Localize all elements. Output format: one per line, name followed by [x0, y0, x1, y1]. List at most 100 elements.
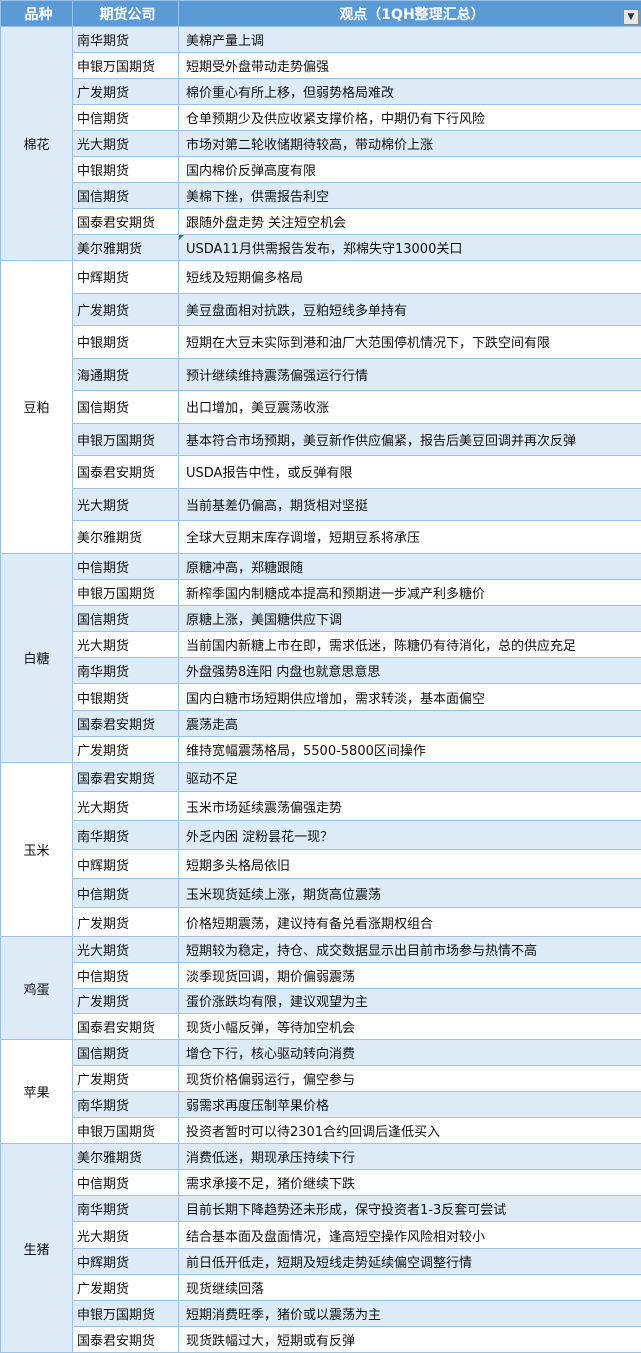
view-cell[interactable]: 美豆盘面相对抗跌，豆粕短线多单持有: [178, 292, 641, 326]
company-cell[interactable]: 中银期货: [72, 156, 179, 183]
view-cell[interactable]: 全球大豆期末库存调增，短期豆系将承压: [178, 520, 641, 554]
view-cell[interactable]: 当前基差仍偏高，期货相对坚挺: [178, 487, 641, 521]
view-cell[interactable]: 前日低开低走，短期及短线走势延续偏空调整行情: [178, 1247, 641, 1275]
view-cell[interactable]: 新榨季国内制糖成本提高和预期进一步减产利多糖价: [178, 578, 641, 606]
view-cell[interactable]: 现货跌幅过大，短期或有反弹: [178, 1325, 641, 1353]
company-cell[interactable]: 光大期货: [72, 130, 179, 157]
view-cell[interactable]: 短线及短期偏多格局: [178, 260, 641, 294]
view-cell[interactable]: 现货继续回落: [178, 1273, 641, 1301]
company-cell[interactable]: 光大期货: [72, 1221, 179, 1249]
view-cell[interactable]: 预计继续维持震荡偏强运行行情: [178, 357, 641, 391]
company-cell[interactable]: 海通期货: [72, 357, 179, 391]
view-cell[interactable]: 投资者暂时可以待2301合约回调后逢低买入: [178, 1117, 641, 1145]
view-cell[interactable]: 短期多头格局依旧: [178, 849, 641, 879]
view-cell[interactable]: 棉价重心有所上移，但弱势格局难改: [178, 78, 641, 105]
variety-cell[interactable]: 棉花: [0, 26, 73, 261]
company-cell[interactable]: 美尔雅期货: [72, 1143, 179, 1171]
view-cell[interactable]: 短期受外盘带动走势偏强: [178, 52, 641, 79]
company-cell[interactable]: 中信期货: [72, 104, 179, 131]
view-cell[interactable]: 国内棉价反弹高度有限: [178, 156, 641, 183]
view-cell[interactable]: 蛋价涨跌均有限，建议观望为主: [178, 987, 641, 1015]
company-cell[interactable]: 申银万国期货: [72, 1117, 179, 1145]
view-cell[interactable]: 维持宽幅震荡格局，5500-5800区间操作: [178, 735, 641, 764]
view-cell[interactable]: 价格短期震荡，建议持有备兑看涨期权组合: [178, 907, 641, 937]
filter-icon[interactable]: ▼: [623, 9, 639, 25]
company-cell[interactable]: 广发期货: [72, 1273, 179, 1301]
company-cell[interactable]: 中信期货: [72, 878, 179, 908]
view-cell[interactable]: 消费低迷，期现承压持续下行: [178, 1143, 641, 1171]
view-cell[interactable]: 弱需求再度压制苹果价格: [178, 1091, 641, 1119]
company-cell[interactable]: 美尔雅期货: [72, 520, 179, 554]
company-cell[interactable]: 光大期货: [72, 791, 179, 821]
view-cell[interactable]: 原糖冲高，郑糖跟随: [178, 552, 641, 580]
company-cell[interactable]: 申银万国期货: [72, 1299, 179, 1327]
view-cell[interactable]: 原糖上涨，美国糖供应下调: [178, 604, 641, 633]
view-cell[interactable]: 震荡走高: [178, 709, 641, 737]
company-cell[interactable]: 国泰君安期货: [72, 1325, 179, 1353]
view-cell[interactable]: 出口增加，美豆震荡收涨: [178, 390, 641, 424]
view-cell[interactable]: 增仓下行，核心驱动转向消费: [178, 1039, 641, 1067]
company-cell[interactable]: 美尔雅期货: [72, 234, 179, 261]
view-cell[interactable]: 玉米现货延续上涨，期货高位震荡: [178, 878, 641, 908]
variety-cell[interactable]: 生猪: [0, 1143, 73, 1353]
company-cell[interactable]: 南华期货: [72, 1091, 179, 1119]
company-cell[interactable]: 国泰君安期货: [72, 208, 179, 235]
view-cell[interactable]: 外盘强势8连阳 内盘也就意思意思: [178, 657, 641, 685]
company-cell[interactable]: 国泰君安期货: [72, 709, 179, 737]
view-cell[interactable]: 短期消费旺季，猪价或以震荡为主: [178, 1299, 641, 1327]
company-cell[interactable]: 广发期货: [72, 292, 179, 326]
company-cell[interactable]: 广发期货: [72, 78, 179, 105]
company-cell[interactable]: 国泰君安期货: [72, 762, 179, 792]
view-cell[interactable]: 外乏内困 淀粉昙花一现？: [178, 820, 641, 850]
company-cell[interactable]: 国信期货: [72, 604, 179, 633]
header-view[interactable]: 观点（1QH整理汇总） ▼: [178, 0, 641, 27]
view-cell[interactable]: 短期在大豆未实际到港和油厂大范围停机情况下，下跌空间有限: [178, 325, 641, 359]
view-cell[interactable]: 需求承接不足，猪价继续下跌: [178, 1169, 641, 1197]
company-cell[interactable]: 中银期货: [72, 683, 179, 711]
company-cell[interactable]: 国泰君安期货: [72, 455, 179, 489]
company-cell[interactable]: 申银万国期货: [72, 52, 179, 79]
view-cell[interactable]: 美棉下挫，供需报告利空: [178, 182, 641, 209]
variety-cell[interactable]: 玉米: [0, 762, 73, 937]
view-cell[interactable]: USDA11月供需报告发布，郑棉失守13000关口: [178, 234, 641, 261]
view-cell[interactable]: 基本符合市场预期，美豆新作供应偏紧，报告后美豆回调并再次反弹: [178, 422, 641, 456]
header-variety[interactable]: 品种: [0, 0, 73, 27]
view-cell[interactable]: 淡季现货回调，期价偏弱震荡: [178, 961, 641, 989]
company-cell[interactable]: 南华期货: [72, 1195, 179, 1223]
company-cell[interactable]: 南华期货: [72, 26, 179, 53]
company-cell[interactable]: 中辉期货: [72, 849, 179, 879]
company-cell[interactable]: 中辉期货: [72, 260, 179, 294]
variety-cell[interactable]: 鸡蛋: [0, 935, 73, 1041]
company-cell[interactable]: 南华期货: [72, 820, 179, 850]
company-cell[interactable]: 中信期货: [72, 1169, 179, 1197]
company-cell[interactable]: 国信期货: [72, 1039, 179, 1067]
view-cell[interactable]: 驱动不足: [178, 762, 641, 792]
variety-cell[interactable]: 豆粕: [0, 260, 73, 554]
view-cell[interactable]: 现货小幅反弹，等待加空机会: [178, 1013, 641, 1041]
company-cell[interactable]: 国泰君安期货: [72, 1013, 179, 1041]
company-cell[interactable]: 申银万国期货: [72, 578, 179, 606]
view-cell[interactable]: 短期较为稳定，持仓、成交数据显示出目前市场参与热情不高: [178, 936, 641, 963]
view-cell[interactable]: 结合基本面及盘面情况，逢高短空操作风险相对较小: [178, 1221, 641, 1249]
company-cell[interactable]: 中信期货: [72, 552, 179, 580]
company-cell[interactable]: 广发期货: [72, 987, 179, 1015]
company-cell[interactable]: 国信期货: [72, 182, 179, 209]
company-cell[interactable]: 广发期货: [72, 735, 179, 764]
company-cell[interactable]: 光大期货: [72, 936, 179, 963]
company-cell[interactable]: 中信期货: [72, 961, 179, 989]
company-cell[interactable]: 光大期货: [72, 487, 179, 521]
view-cell[interactable]: 现货价格偏弱运行，偏空参与: [178, 1065, 641, 1093]
company-cell[interactable]: 广发期货: [72, 1065, 179, 1093]
view-cell[interactable]: 当前国内新糖上市在即，需求低迷，陈糖仍有待消化，总的供应充足: [178, 631, 641, 659]
view-cell[interactable]: 玉米市场延续震荡偏强走势: [178, 791, 641, 821]
view-cell[interactable]: 目前长期下降趋势还未形成，保守投资者1-3反套可尝试: [178, 1195, 641, 1223]
variety-cell[interactable]: 苹果: [0, 1039, 73, 1145]
variety-cell[interactable]: 白糖: [0, 552, 73, 763]
view-cell[interactable]: 跟随外盘走势 关注短空机会: [178, 208, 641, 235]
view-cell[interactable]: 美棉产量上调: [178, 26, 641, 53]
company-cell[interactable]: 中辉期货: [72, 1247, 179, 1275]
view-cell[interactable]: 仓单预期少及供应收紧支撑价格，中期仍有下行风险: [178, 104, 641, 131]
header-company[interactable]: 期货公司: [72, 0, 179, 27]
view-cell[interactable]: 国内白糖市场短期供应增加，需求转淡，基本面偏空: [178, 683, 641, 711]
view-cell[interactable]: 市场对第二轮收储期待较高，带动棉价上涨: [178, 130, 641, 157]
